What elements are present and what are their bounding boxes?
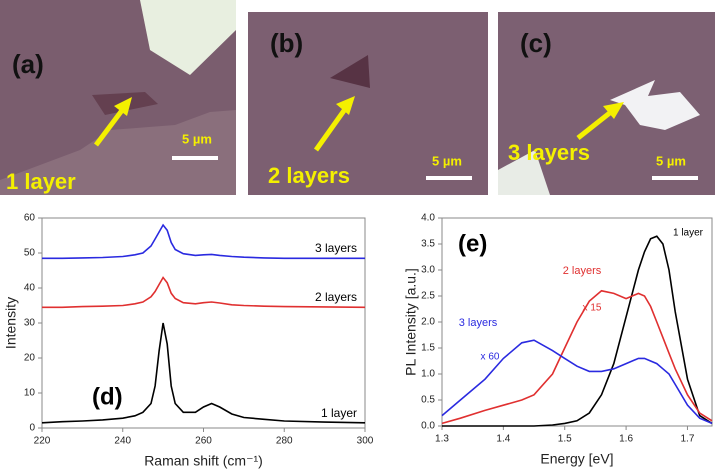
- y-tick-label: 0.5: [421, 395, 435, 406]
- y-axis-label: PL Intensity [a.u.]: [403, 268, 419, 376]
- y-tick-label: 50: [24, 248, 36, 259]
- scale-label: 5 µm: [432, 153, 462, 168]
- x-tick-label: 280: [276, 436, 293, 447]
- y-tick-label: 4.0: [421, 213, 435, 224]
- y-tick-label: 2.5: [421, 291, 435, 302]
- x-tick-label: 1.5: [558, 434, 572, 445]
- y-tick-label: 0: [29, 423, 35, 434]
- scale-label: 5 µm: [656, 153, 686, 168]
- panel-c: (c) 3 layers 5 µm: [498, 12, 715, 195]
- y-tick-label: 0.0: [421, 421, 435, 432]
- y-tick-label: 10: [24, 388, 36, 399]
- caption: 3 layers: [508, 140, 590, 165]
- y-tick-label: 20: [24, 353, 36, 364]
- caption: 1 layer: [6, 169, 76, 194]
- annotation: 1 layer: [673, 228, 704, 239]
- y-tick-label: 2.0: [421, 317, 435, 328]
- x-tick-label: 300: [357, 436, 374, 447]
- annotation: x 15: [583, 303, 602, 314]
- y-tick-label: 30: [24, 318, 36, 329]
- panel-a: (a) 1 layer 5 µm: [0, 0, 236, 195]
- annotation: 1 layer: [321, 406, 357, 420]
- panel-label: (c): [520, 28, 552, 58]
- x-tick-label: 1.7: [681, 434, 695, 445]
- scale-label: 5 µm: [182, 131, 212, 146]
- panel-label: (b): [270, 28, 303, 58]
- series-line: [42, 323, 365, 423]
- annotation: (e): [458, 230, 487, 257]
- x-tick-label: 1.4: [496, 434, 510, 445]
- y-tick-label: 1.5: [421, 343, 435, 354]
- y-tick-label: 1.0: [421, 369, 435, 380]
- x-axis-label: Energy [eV]: [540, 451, 613, 467]
- y-tick-label: 40: [24, 283, 36, 294]
- panel-label: (a): [12, 49, 44, 79]
- y-tick-label: 3.5: [421, 239, 435, 250]
- annotation: 3 layers: [459, 317, 498, 329]
- annotation: 2 layers: [315, 290, 357, 304]
- annotation: 3 layers: [315, 241, 357, 255]
- caption: 2 layers: [268, 163, 350, 188]
- x-tick-label: 260: [195, 436, 212, 447]
- x-tick-label: 240: [114, 436, 131, 447]
- x-axis-label: Raman shift (cm⁻¹): [144, 453, 263, 469]
- y-axis-label: Intensity: [3, 297, 19, 349]
- x-tick-label: 1.3: [435, 434, 449, 445]
- y-tick-label: 3.0: [421, 265, 435, 276]
- figure: (a) 1 layer 5 µm (b) 2 layers 5 µm (c) 3…: [0, 0, 715, 471]
- annotation: 2 layers: [563, 265, 602, 277]
- x-tick-label: 1.6: [619, 434, 633, 445]
- page: (a) 1 layer 5 µm (b) 2 layers 5 µm (c) 3…: [0, 0, 715, 471]
- annotation: x 60: [481, 352, 500, 363]
- x-tick-label: 220: [34, 436, 51, 447]
- panel-b: (b) 2 layers 5 µm: [248, 12, 488, 195]
- y-tick-label: 60: [24, 213, 36, 224]
- annotation: (d): [92, 383, 123, 410]
